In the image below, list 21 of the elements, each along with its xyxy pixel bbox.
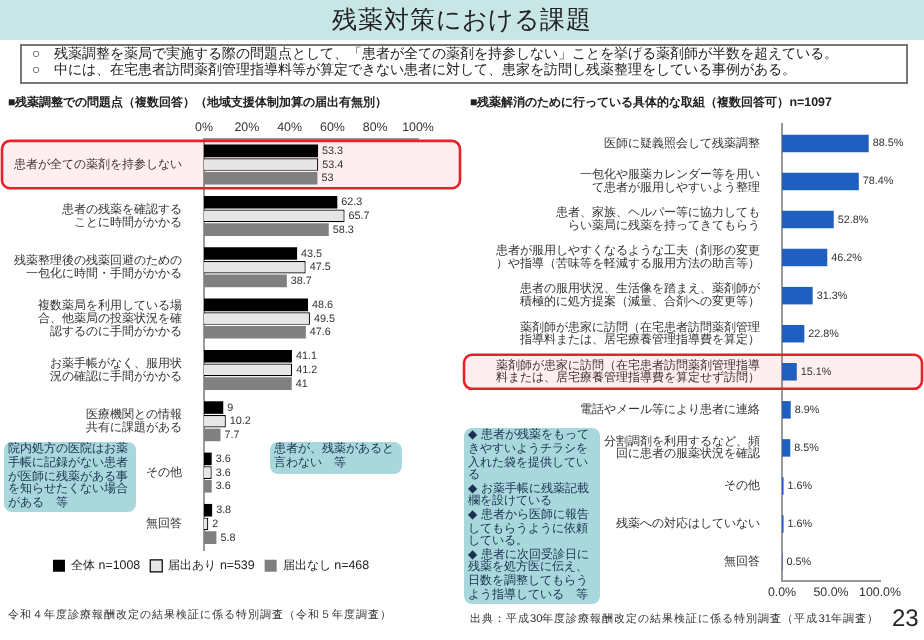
bar	[782, 210, 834, 229]
bar	[204, 274, 287, 288]
bar	[782, 172, 859, 191]
bar	[782, 248, 828, 267]
bar	[204, 171, 318, 185]
bar	[204, 531, 217, 544]
bar	[204, 377, 292, 390]
bar	[782, 401, 791, 419]
bar	[782, 324, 805, 343]
bar	[204, 298, 308, 312]
bar	[782, 363, 797, 381]
text: 23	[892, 604, 919, 632]
bar	[782, 286, 813, 305]
bar	[204, 452, 212, 466]
bar	[204, 223, 329, 236]
bar	[204, 325, 306, 339]
bar	[204, 479, 212, 493]
bar	[782, 134, 869, 153]
bar	[204, 428, 221, 442]
text: 残薬対策における課題	[0, 0, 924, 40]
bar	[782, 439, 791, 457]
